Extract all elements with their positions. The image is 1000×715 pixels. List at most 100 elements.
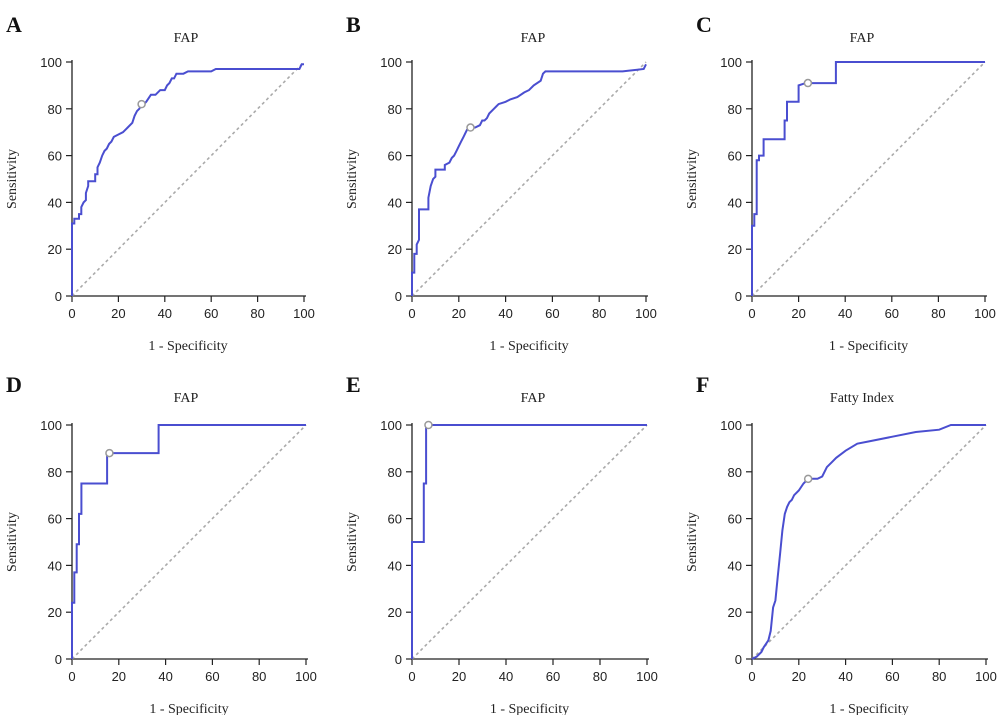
reference-diagonal: [751, 61, 986, 297]
x-tick-label: 100: [636, 669, 658, 684]
roc-panel-a: A FAP 0 20 40 60 80 100 0 20 40 60 80 100 1 - Specific…: [5, 12, 315, 354]
cutoff-marker: [105, 448, 114, 458]
y-tick-label: 0: [395, 652, 402, 667]
y-tick-label: 60: [728, 512, 742, 527]
x-tick-label: 100: [295, 669, 317, 684]
x-tick-label: 0: [748, 306, 755, 321]
x-tick-label: 40: [838, 306, 852, 321]
y-tick-label: 20: [728, 605, 742, 620]
x-tick-label: 60: [885, 306, 899, 321]
x-tick-label: 0: [408, 306, 415, 321]
x-tick-label: 20: [111, 306, 125, 321]
chart-title: FAP: [850, 31, 875, 46]
x-tick-label: 60: [204, 306, 218, 321]
cutoff-marker: [137, 99, 146, 109]
y-tick-label: 100: [40, 418, 62, 433]
x-tick-label: 80: [250, 306, 264, 321]
x-tick-label: 80: [932, 669, 946, 684]
x-tick-label: 40: [499, 669, 513, 684]
x-tick-label: 20: [452, 669, 466, 684]
y-tick-label: 60: [388, 512, 402, 527]
y-axis-label: Sensitivity: [685, 512, 700, 572]
y-tick-label: 60: [48, 149, 62, 164]
y-tick-label: 60: [48, 512, 62, 527]
y-tick-label: 20: [48, 242, 62, 257]
y-axis-label: Sensitivity: [5, 149, 20, 209]
panel-letter: B: [346, 12, 361, 37]
chart-title: FAP: [174, 391, 199, 406]
y-tick-label: 20: [48, 605, 62, 620]
y-axis-label: Sensitivity: [5, 512, 20, 572]
panel-letter: A: [6, 12, 22, 37]
reference-diagonal: [71, 61, 305, 297]
y-axis-label: Sensitivity: [345, 149, 360, 209]
x-axis-label: 1 - Specificity: [829, 702, 908, 715]
panel-letter: C: [696, 12, 712, 37]
x-tick-label: 60: [545, 306, 559, 321]
y-tick-label: 40: [48, 558, 62, 573]
x-tick-label: 40: [158, 306, 172, 321]
panel-letter: E: [346, 372, 361, 397]
reference-diagonal: [71, 424, 307, 660]
roc-panel-f: F Fatty Index 0 20 40 60 80 100 0 20 40 60 80 100 1 - …: [685, 372, 997, 715]
x-tick-label: 60: [885, 669, 899, 684]
cutoff-marker: [466, 123, 475, 132]
y-tick-label: 40: [388, 558, 402, 573]
y-tick-label: 80: [728, 465, 742, 480]
y-tick-label: 40: [388, 195, 402, 210]
x-axis-label: 1 - Specificity: [829, 339, 908, 354]
y-tick-label: 60: [388, 149, 402, 164]
x-tick-label: 80: [592, 306, 606, 321]
x-axis-label: 1 - Specificity: [489, 339, 568, 354]
y-tick-label: 80: [48, 102, 62, 117]
x-tick-label: 20: [452, 306, 466, 321]
y-tick-label: 100: [40, 55, 62, 70]
x-tick-label: 0: [408, 669, 415, 684]
x-tick-label: 40: [498, 306, 512, 321]
y-tick-label: 0: [55, 289, 62, 304]
y-tick-label: 80: [728, 102, 742, 117]
cutoff-marker: [803, 474, 813, 484]
x-tick-label: 100: [974, 306, 996, 321]
roc-curve: [71, 63, 304, 296]
x-axis-label: 1 - Specificity: [148, 339, 227, 354]
x-tick-label: 20: [112, 669, 126, 684]
y-axis-label: Sensitivity: [345, 512, 360, 572]
cutoff-marker: [803, 78, 813, 88]
x-axis-label: 1 - Specificity: [490, 702, 569, 715]
y-axis-label: Sensitivity: [685, 149, 700, 209]
roc-curve: [751, 61, 985, 296]
x-tick-label: 40: [158, 669, 172, 684]
roc-panel-b: B FAP 0 20 40 60 80 100 0 20 40 60 80 100 1 - Specific…: [345, 12, 657, 354]
x-tick-label: 0: [68, 306, 75, 321]
y-tick-label: 100: [380, 55, 402, 70]
x-tick-label: 60: [546, 669, 560, 684]
x-tick-label: 100: [975, 669, 997, 684]
x-tick-label: 20: [792, 669, 806, 684]
y-tick-label: 80: [388, 102, 402, 117]
reference-diagonal: [411, 61, 647, 297]
x-tick-label: 80: [931, 306, 945, 321]
roc-curve: [71, 424, 306, 659]
roc-curve: [411, 424, 647, 659]
y-tick-label: 0: [395, 289, 402, 304]
chart-title: Fatty Index: [830, 391, 894, 406]
panel-letter: F: [696, 372, 709, 397]
y-tick-label: 20: [728, 242, 742, 257]
roc-panel-e: E FAP 0 20 40 60 80 100 0 20 40 60 80 100 1 - Specific…: [345, 372, 658, 715]
y-tick-label: 40: [728, 558, 742, 573]
y-tick-label: 20: [388, 242, 402, 257]
y-tick-label: 100: [720, 418, 742, 433]
y-tick-label: 100: [380, 418, 402, 433]
x-tick-label: 0: [748, 669, 755, 684]
reference-diagonal: [411, 424, 648, 660]
x-tick-label: 60: [205, 669, 219, 684]
roc-panel-d: D FAP 0 20 40 60 80 100 0 20 40 60 80 100 1 - Specific…: [5, 372, 317, 715]
x-tick-label: 100: [293, 306, 315, 321]
y-tick-label: 0: [735, 652, 742, 667]
x-tick-label: 40: [838, 669, 852, 684]
y-tick-label: 40: [48, 195, 62, 210]
x-tick-label: 0: [68, 669, 75, 684]
y-tick-label: 80: [48, 465, 62, 480]
